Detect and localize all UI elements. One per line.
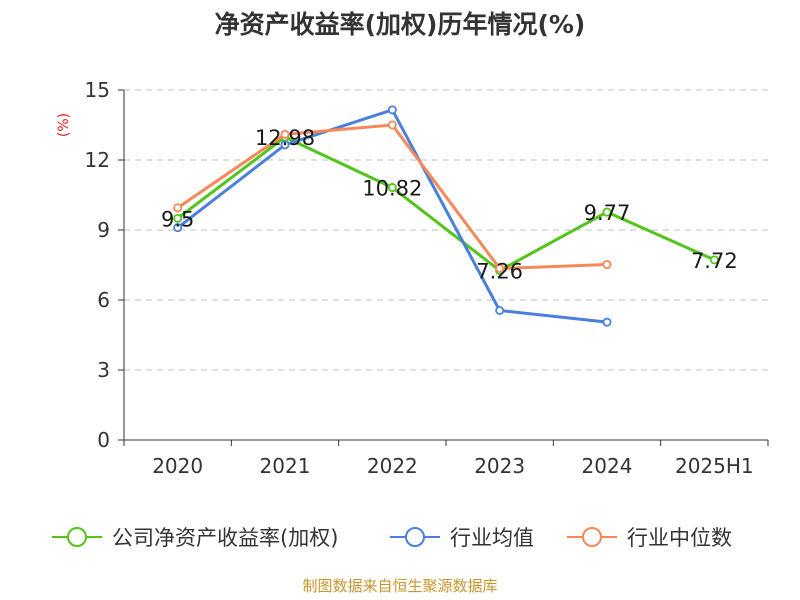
- axes: 0 3 6 9 12 15 2020 2021 2022 2023 2024 2025H1: [85, 78, 769, 478]
- y-tick-label: 9: [97, 218, 110, 242]
- legend-label: 行业中位数: [627, 526, 732, 550]
- series-line: [176, 108, 608, 324]
- data-point: [280, 140, 290, 150]
- data-point: [602, 260, 612, 270]
- data-point: [173, 213, 183, 223]
- data-point: [495, 305, 505, 315]
- y-tick-label: 6: [97, 288, 110, 312]
- legend-label: 行业均值: [450, 526, 534, 550]
- y-tick-label: 15: [85, 78, 110, 102]
- legend-item: 行业均值: [390, 526, 534, 550]
- x-tick-label: 2023: [474, 454, 525, 478]
- x-tick-label: 2020: [152, 454, 203, 478]
- legend-marker: [582, 527, 602, 547]
- data-point: [387, 183, 397, 193]
- legend-marker: [67, 527, 87, 547]
- data-label: 12.98: [255, 126, 315, 150]
- data-point: [173, 223, 183, 233]
- data-labels: 9.5 12.98 10.82 7.26 9.77 7.72: [161, 126, 738, 283]
- data-point: [387, 105, 397, 115]
- x-tick-label: 2024: [582, 454, 633, 478]
- legend-item: 公司净资产收益率(加权): [52, 526, 338, 550]
- data-label: 10.82: [362, 177, 422, 201]
- series-2: [173, 120, 612, 273]
- source-note: 制图数据来自恒生聚源数据库: [302, 577, 497, 595]
- data-point: [602, 207, 612, 217]
- data-point: [709, 255, 719, 265]
- data-point: [280, 129, 290, 139]
- y-axis-label: (%): [56, 113, 72, 137]
- data-point: [495, 263, 505, 273]
- chart-title: 净资产收益率(加权)历年情况(%): [215, 10, 586, 39]
- data-point: [173, 203, 183, 213]
- legend: 公司净资产收益率(加权) 行业均值 行业中位数: [52, 526, 732, 550]
- y-tick-label: 12: [85, 148, 110, 172]
- data-label: 7.72: [691, 249, 738, 273]
- x-tick-label: 2025H1: [675, 454, 754, 478]
- series-1: [173, 105, 612, 327]
- data-label: 9.77: [584, 201, 631, 225]
- data-point: [602, 317, 612, 327]
- series-layer: [173, 105, 719, 327]
- series-line: [176, 135, 715, 273]
- y-tick-label: 0: [97, 428, 110, 452]
- x-tick-label: 2021: [260, 454, 311, 478]
- data-label: 7.26: [476, 260, 523, 284]
- y-tick-label: 3: [97, 358, 110, 382]
- legend-label: 公司净资产收益率(加权): [112, 526, 338, 550]
- x-tick-label: 2022: [367, 454, 418, 478]
- data-point: [387, 120, 397, 130]
- legend-marker: [405, 527, 425, 547]
- legend-item: 行业中位数: [567, 526, 732, 550]
- data-label: 9.5: [161, 207, 194, 231]
